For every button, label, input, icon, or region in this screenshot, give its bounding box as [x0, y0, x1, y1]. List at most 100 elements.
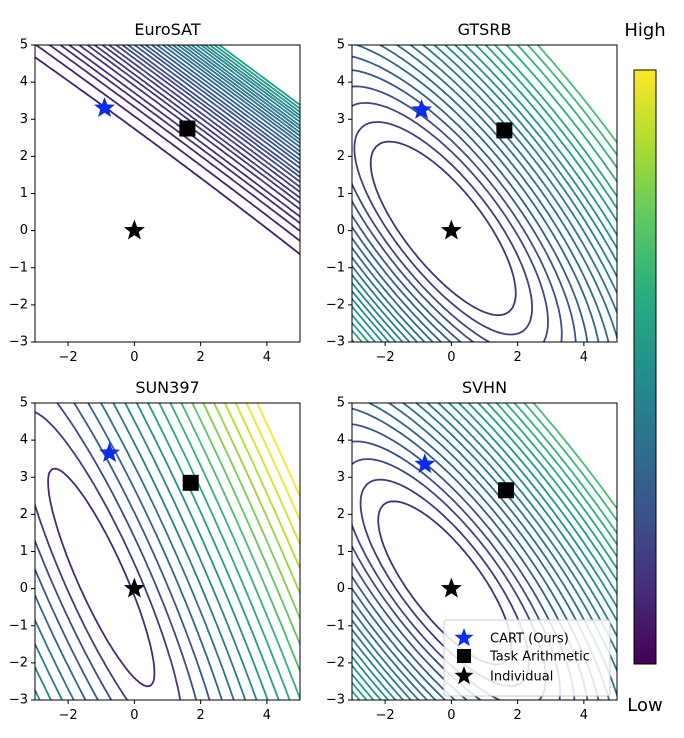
contour-line: [352, 45, 617, 342]
contour-line: [180, 403, 300, 674]
y-tick-label: 2: [337, 507, 345, 522]
contour-line: [217, 45, 300, 107]
y-tick-label: 5: [20, 396, 28, 411]
panel-title: GTSRB: [458, 20, 512, 39]
contour-line: [352, 45, 617, 342]
markers: [414, 453, 515, 598]
contour-line: [352, 45, 600, 342]
x-tick-label: 4: [263, 350, 271, 365]
x-tick-label: 4: [580, 708, 588, 723]
axis-ticks: −2 0 2 4 −3 −2 −1 0 1 2 3 4 5: [326, 396, 588, 724]
contour-line: [369, 140, 517, 317]
contour-line: [352, 403, 617, 700]
contour-line: [176, 45, 300, 138]
contour-line: [352, 45, 617, 342]
markers: [99, 442, 199, 598]
black-star-icon: [454, 666, 474, 685]
contour-line: [171, 45, 300, 141]
y-tick-label: −3: [326, 693, 345, 708]
contour-line: [245, 403, 300, 523]
y-tick-label: 5: [337, 396, 345, 411]
y-tick-label: −3: [326, 335, 345, 350]
legend-box: [443, 619, 611, 697]
contour-line: [352, 45, 617, 342]
contour-line: [47, 467, 156, 688]
contour-line: [166, 45, 300, 145]
contour-line: [212, 45, 300, 110]
individual-marker: [440, 577, 462, 598]
y-tick-label: −2: [9, 655, 28, 670]
colorbar-low-label: Low: [627, 695, 662, 716]
contour-line: [352, 403, 617, 700]
contour-line: [352, 85, 563, 342]
contour-line: [352, 403, 617, 700]
legend-label: Task Arithmetic: [489, 650, 590, 665]
task-arithmetic-marker: [498, 482, 515, 499]
black-square-icon: [457, 649, 471, 663]
contour-line: [202, 403, 300, 621]
y-tick-label: 3: [337, 470, 345, 485]
x-tick-label: 0: [130, 350, 138, 365]
contour-line: [155, 45, 300, 153]
y-tick-label: 2: [337, 149, 345, 164]
contour-lines: [35, 45, 300, 256]
markers: [94, 97, 196, 240]
contour-line: [199, 45, 300, 120]
x-tick-label: 2: [513, 708, 521, 723]
contour-line: [352, 45, 617, 342]
contour-line: [35, 403, 198, 700]
contour-line: [146, 403, 280, 700]
legend-entry-individual: Individual: [454, 666, 553, 685]
contour-line: [35, 45, 300, 242]
contour-line: [352, 45, 617, 342]
y-tick-label: −1: [326, 618, 345, 633]
y-tick-label: −1: [326, 260, 345, 275]
y-tick-label: 4: [20, 75, 28, 90]
x-tick-label: 0: [447, 708, 455, 723]
contour-line: [256, 403, 300, 499]
blue-star-icon: [454, 628, 474, 647]
contour-line: [35, 403, 258, 700]
contour-line: [138, 45, 300, 165]
contour-line: [194, 45, 300, 124]
axis-ticks: −2 0 2 4 −3 −2 −1 0 1 2 3 4 5: [9, 38, 271, 366]
y-tick-label: 4: [337, 433, 345, 448]
y-tick-label: 1: [337, 186, 345, 201]
contour-line: [133, 45, 300, 170]
panel-title: SUN397: [135, 378, 199, 397]
y-tick-label: 0: [20, 223, 28, 238]
x-tick-label: 2: [196, 350, 204, 365]
x-tick-label: −2: [376, 708, 395, 723]
cart-marker: [411, 98, 433, 119]
y-tick-label: −3: [9, 693, 28, 708]
legend-label: Individual: [490, 670, 553, 685]
task-arithmetic-marker: [182, 474, 199, 491]
y-tick-label: −2: [326, 655, 345, 670]
contour-line: [352, 403, 617, 700]
legend-entry-task-arithmetic: Task Arithmetic: [457, 649, 590, 665]
contour-line: [352, 403, 617, 700]
panel-eurosat: −2 0 2 4 −3 −2 −1 0 1 2 3 4 5 EuroSAT: [9, 20, 301, 366]
markers: [411, 98, 513, 240]
x-tick-label: 0: [130, 708, 138, 723]
y-tick-label: 1: [20, 186, 28, 201]
x-tick-label: 4: [580, 350, 588, 365]
contour-line: [532, 403, 617, 511]
y-tick-label: 5: [337, 38, 345, 53]
contour-line: [144, 45, 300, 161]
contour-line: [513, 403, 617, 535]
contour-line: [114, 45, 300, 183]
contour-line: [169, 403, 300, 700]
contour-line: [35, 403, 269, 700]
contour-line: [352, 403, 617, 700]
contour-line: [526, 45, 617, 157]
y-tick-label: 3: [20, 112, 28, 127]
contour-line: [35, 403, 223, 700]
contour-line: [352, 45, 617, 342]
contour-line: [150, 45, 300, 157]
legend-entry-cart: CART (Ours): [454, 628, 569, 647]
axis-ticks: −2 0 2 4 −3 −2 −1 0 1 2 3 4 5: [326, 38, 588, 366]
y-tick-label: 3: [337, 112, 345, 127]
panel-sun397: −2 0 2 4 −3 −2 −1 0 1 2 3 4 5 SUN397: [9, 378, 301, 723]
